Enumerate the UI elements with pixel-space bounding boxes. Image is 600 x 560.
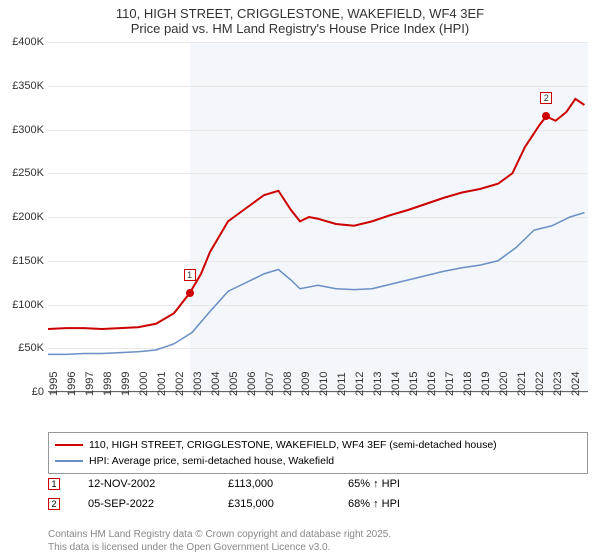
transaction-price: £315,000 xyxy=(228,498,348,510)
x-tick-label: 2009 xyxy=(300,372,312,396)
x-tick-label: 2007 xyxy=(264,372,276,396)
y-tick-label: £250K xyxy=(0,167,44,179)
y-tick-label: £50K xyxy=(0,342,44,354)
x-tick-label: 1997 xyxy=(84,372,96,396)
legend-label: 110, HIGH STREET, CRIGGLESTONE, WAKEFIEL… xyxy=(89,439,497,451)
marker-label: 1 xyxy=(184,269,196,281)
x-tick-label: 2016 xyxy=(426,372,438,396)
series-hpi xyxy=(48,213,584,355)
transaction-rows: 1 12-NOV-2002£113,00065% ↑ HPI 2 05-SEP-202… xyxy=(48,474,588,514)
legend-row: HPI: Average price, semi-detached house,… xyxy=(55,453,581,469)
x-tick-label: 2000 xyxy=(138,372,150,396)
x-tick-label: 2012 xyxy=(354,372,366,396)
footer-line2: This data is licensed under the Open Gov… xyxy=(48,541,391,554)
x-tick-label: 2008 xyxy=(282,372,294,396)
transaction-marker: 2 xyxy=(48,498,60,510)
transaction-pct: 65% ↑ HPI xyxy=(348,478,468,490)
x-tick-label: 2019 xyxy=(480,372,492,396)
x-tick-label: 2014 xyxy=(390,372,402,396)
chart-area: 1995 1996 1997 1998 1999 2000 2001 2002 2003 2004… xyxy=(0,42,600,422)
y-tick-label: £200K xyxy=(0,211,44,223)
y-tick-label: £400K xyxy=(0,36,44,48)
legend-row: 110, HIGH STREET, CRIGGLESTONE, WAKEFIEL… xyxy=(55,437,581,453)
marker-dot xyxy=(186,289,194,297)
transaction-row: 2 05-SEP-2022£315,00068% ↑ HPI xyxy=(48,494,588,514)
chart-title-block: 110, HIGH STREET, CRIGGLESTONE, WAKEFIEL… xyxy=(0,0,600,38)
x-tick-label: 2004 xyxy=(210,372,222,396)
x-tick-label: 1998 xyxy=(102,372,114,396)
series-price_paid xyxy=(48,99,584,329)
x-tick-label: 2011 xyxy=(336,372,348,396)
x-tick-label: 2017 xyxy=(444,372,456,396)
footer-line1: Contains HM Land Registry data © Crown c… xyxy=(48,528,391,541)
x-tick-label: 2015 xyxy=(408,372,420,396)
marker-label: 2 xyxy=(540,92,552,104)
transaction-date: 05-SEP-2022 xyxy=(88,498,228,510)
legend-swatch xyxy=(55,444,83,446)
transaction-marker: 1 xyxy=(48,478,60,490)
y-tick-label: £350K xyxy=(0,80,44,92)
x-tick-label: 2006 xyxy=(246,372,258,396)
x-tick-label: 2020 xyxy=(498,372,510,396)
x-tick-label: 2024 xyxy=(570,372,582,396)
line-svg xyxy=(48,42,588,392)
y-tick-label: £100K xyxy=(0,299,44,311)
title-subtitle: Price paid vs. HM Land Registry's House … xyxy=(0,21,600,36)
transaction-date: 12-NOV-2002 xyxy=(88,478,228,490)
x-tick-label: 2013 xyxy=(372,372,384,396)
x-tick-label: 2005 xyxy=(228,372,240,396)
x-tick-label: 2001 xyxy=(156,372,168,396)
marker-dot xyxy=(542,112,550,120)
x-tick-label: 1999 xyxy=(120,372,132,396)
y-tick-label: £300K xyxy=(0,124,44,136)
x-tick-label: 2002 xyxy=(174,372,186,396)
x-tick-label: 2021 xyxy=(516,372,528,396)
footer-attribution: Contains HM Land Registry data © Crown c… xyxy=(48,528,391,554)
y-tick-label: £0 xyxy=(0,386,44,398)
transaction-price: £113,000 xyxy=(228,478,348,490)
legend-label: HPI: Average price, semi-detached house,… xyxy=(89,455,334,467)
transaction-pct: 68% ↑ HPI xyxy=(348,498,468,510)
x-tick-label: 1995 xyxy=(48,372,60,396)
transaction-row: 1 12-NOV-2002£113,00065% ↑ HPI xyxy=(48,474,588,494)
x-tick-label: 2022 xyxy=(534,372,546,396)
legend-box: 110, HIGH STREET, CRIGGLESTONE, WAKEFIEL… xyxy=(48,432,588,474)
plot-region: 1995199619971998199920002001200220032004… xyxy=(48,42,588,392)
chart-container: 110, HIGH STREET, CRIGGLESTONE, WAKEFIEL… xyxy=(0,0,600,560)
x-tick-label: 2003 xyxy=(192,372,204,396)
x-tick-label: 2023 xyxy=(552,372,564,396)
title-address: 110, HIGH STREET, CRIGGLESTONE, WAKEFIEL… xyxy=(0,6,600,21)
x-tick-label: 2018 xyxy=(462,372,474,396)
x-tick-label: 2010 xyxy=(318,372,330,396)
y-tick-label: £150K xyxy=(0,255,44,267)
legend-swatch xyxy=(55,460,83,462)
x-tick-label: 1996 xyxy=(66,372,78,396)
